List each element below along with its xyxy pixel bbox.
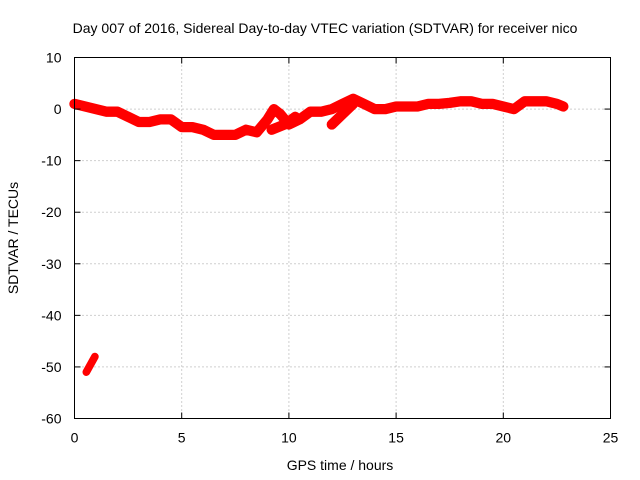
y-tick-label: -50 xyxy=(41,359,61,375)
chart-title: Day 007 of 2016, Sidereal Day-to-day VTE… xyxy=(73,20,578,36)
x-tick-label: 10 xyxy=(281,430,297,446)
y-tick-label: 10 xyxy=(46,50,62,66)
axis-ticks: 0 5 10 15 20 25 10 0 -10 -20 -30 -40 -50 -60 xyxy=(41,50,618,446)
series-main-band xyxy=(69,93,569,141)
y-tick-label: -30 xyxy=(41,256,61,272)
x-tick-label: 0 xyxy=(71,430,79,446)
data-series xyxy=(69,93,569,376)
y-axis-label: SDTVAR / TECUs xyxy=(5,182,21,294)
series-upper-branch xyxy=(326,98,359,130)
y-tick-label: -10 xyxy=(41,153,61,169)
x-axis-label: GPS time / hours xyxy=(287,457,394,473)
y-tick-label: 0 xyxy=(54,101,62,117)
plot-frame xyxy=(74,57,611,419)
x-tick-label: 15 xyxy=(388,430,404,446)
y-tick-label: -60 xyxy=(41,411,61,427)
series-outlier xyxy=(82,352,99,376)
y-tick-label: -20 xyxy=(41,204,61,220)
x-tick-label: 25 xyxy=(603,430,619,446)
y-tick-label: -40 xyxy=(41,307,61,323)
x-tick-label: 5 xyxy=(178,430,186,446)
x-tick-label: 20 xyxy=(496,430,512,446)
series-lower-branch xyxy=(266,111,301,135)
